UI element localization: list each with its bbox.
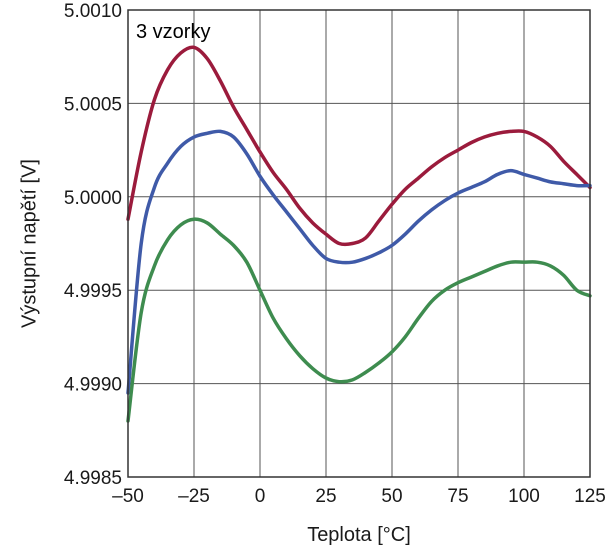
y-axis-title: Výstupní napětí [V] — [18, 159, 40, 328]
x-tick-label: 25 — [315, 486, 336, 507]
x-tick-label: –50 — [112, 486, 144, 507]
x-axis-title: Teplota [°C] — [307, 524, 411, 546]
series-line-1 — [126, 45, 592, 247]
y-tick-label: 5.0010 — [64, 1, 122, 22]
grid — [128, 10, 590, 477]
y-tick-label: 5.0005 — [64, 94, 122, 115]
chart-annotation: 3 vzorky — [136, 21, 210, 43]
x-tick-label: 125 — [574, 486, 606, 507]
x-tick-label: 75 — [447, 486, 468, 507]
y-tick-label: 4.9995 — [64, 281, 122, 302]
x-tick-label: –25 — [178, 486, 210, 507]
plot-frame — [127, 9, 591, 478]
x-axis-ticks: –50 –25 0 25 50 75 100 125 — [112, 486, 606, 507]
series-layer — [126, 45, 592, 423]
y-tick-label: 4.9990 — [64, 375, 122, 396]
series-line-2 — [126, 129, 592, 395]
series-line-3 — [126, 217, 592, 423]
x-tick-label: 100 — [508, 486, 540, 507]
x-tick-label: 50 — [381, 486, 402, 507]
y-axis-ticks: 4.9985 4.9990 4.9995 5.0000 5.0005 5.0010 — [64, 1, 122, 489]
y-tick-label: 4.9985 — [64, 468, 122, 489]
x-tick-label: 0 — [255, 486, 266, 507]
y-tick-label: 5.0000 — [64, 188, 122, 209]
